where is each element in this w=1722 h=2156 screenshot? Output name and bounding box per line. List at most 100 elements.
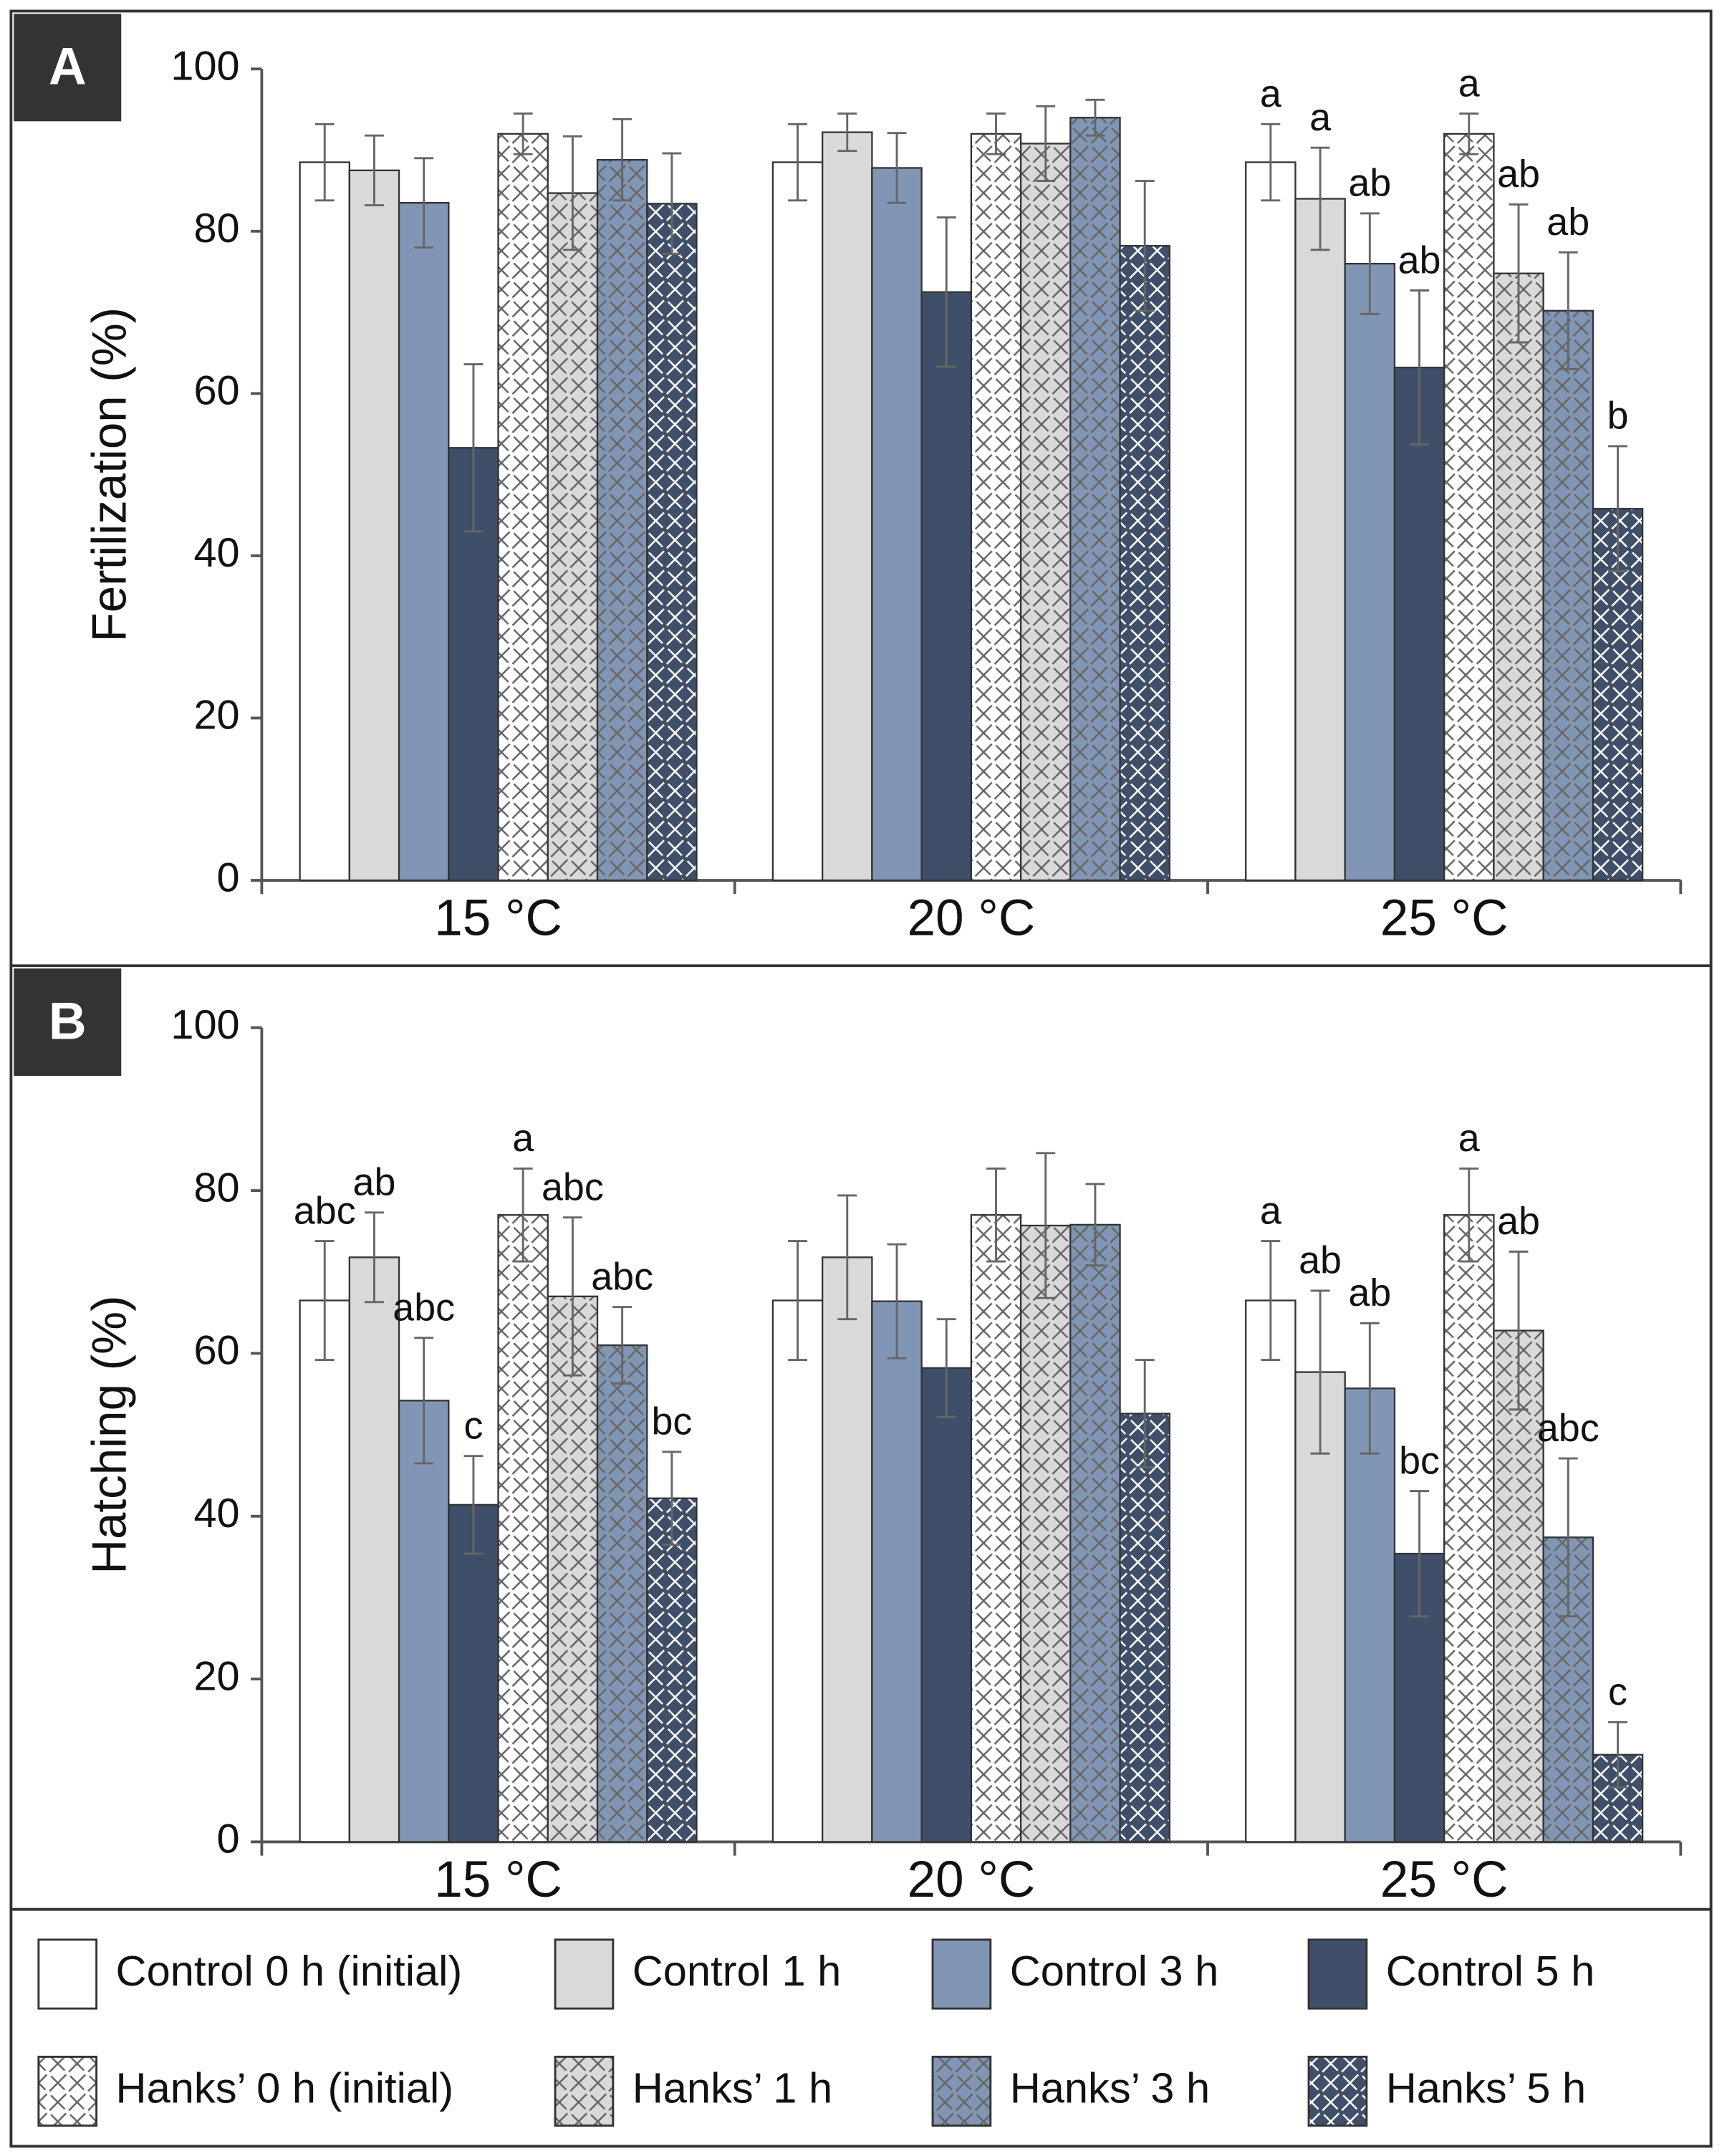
error-bar [1261,1240,1281,1361]
bar [1493,1329,1544,1843]
error-bar [414,157,434,249]
y-tick-label: 60 [193,1328,239,1374]
y-tick-label: 40 [193,530,239,576]
significance-letter: abc [542,1165,604,1208]
bar [1294,198,1346,882]
bar [646,1497,698,1843]
bar [1019,143,1072,882]
bar [1344,262,1396,882]
error-bar [1608,445,1627,572]
legend-label: Control 3 h [1010,1947,1219,1995]
error-bar [612,1306,632,1385]
bar [299,1299,351,1843]
bar [299,161,351,882]
error-bar [1135,1359,1155,1469]
bar [821,1256,873,1843]
x-tick-label: 15 °C [434,1852,562,1908]
y-tick-label: 80 [193,206,239,251]
error-bar [1509,1250,1529,1411]
error-bar [1085,1183,1105,1267]
error-bar [1410,289,1429,446]
error-bar [1135,180,1155,312]
y-tick-label: 0 [217,855,240,900]
bar [1019,1224,1072,1843]
bar [970,1214,1022,1843]
significance-letter: ab [1497,1200,1540,1243]
error-bar [1410,1490,1429,1618]
legend-swatch [1307,1938,1368,2010]
bar [348,169,400,882]
error-bar [887,132,907,204]
legend-swatch [37,1938,98,2010]
bar [497,1214,549,1843]
significance-letter: ab [1398,239,1441,281]
error-bar [1036,105,1056,183]
bar [497,133,549,882]
significance-letter: a [1260,72,1281,115]
bar [1245,161,1297,882]
legend-label: Control 0 h (initial) [116,1947,463,1995]
legend-swatch [37,2055,98,2127]
bar [1119,245,1170,882]
bar [1493,272,1544,882]
error-bar [1310,1289,1330,1455]
y-tick-label: 0 [217,1816,240,1862]
error-bar [1608,1721,1627,1789]
y-tick-label: 20 [193,1653,239,1699]
legend-label: Hanks’ 0 h (initial) [116,2064,454,2112]
error-bar [1509,203,1529,344]
error-bar [513,112,533,155]
bar [1245,1299,1297,1843]
legend-swatch [931,2055,992,2127]
y-tick-label: 40 [193,1491,239,1536]
error-bar [1558,1457,1578,1618]
y-tick-label: 100 [170,43,239,89]
bar [646,203,698,882]
legend-label: Hanks’ 5 h [1386,2064,1586,2112]
significance-letter: bc [651,1400,692,1443]
bar [1443,133,1495,882]
error-bar [936,216,956,368]
significance-letter: b [1607,395,1629,438]
y-tick-label: 100 [170,1002,239,1048]
error-bar [1310,146,1330,251]
legend-swatch [554,1938,615,2010]
y-tick-label: 60 [193,368,239,414]
significance-letter: abc [393,1286,455,1329]
error-bar [1459,1167,1479,1263]
bar [1119,1413,1170,1843]
error-bar [562,1216,582,1377]
error-bar [1360,1322,1380,1455]
bar [920,291,973,882]
significance-letter: ab [353,1161,396,1204]
error-bar [986,112,1006,155]
bar [1443,1214,1495,1843]
error-bar [612,118,632,202]
error-bar [887,1243,907,1359]
panel-badge [14,14,122,122]
significance-letter: abc [1537,1407,1600,1450]
panel-label: B [49,992,87,1050]
bar [1069,117,1121,882]
bar [348,1256,400,1843]
significance-letter: a [1458,1117,1480,1160]
significance-letter: abc [294,1189,356,1232]
y-tick-label: 80 [193,1165,239,1211]
legend-label: Hanks’ 3 h [1010,2064,1210,2112]
error-bar [414,1337,434,1465]
error-bar [463,363,484,533]
bar [821,131,873,882]
bar [596,158,648,882]
panel-badge [14,968,122,1077]
error-bar [1261,122,1281,202]
bar [547,192,599,882]
bar [448,1503,499,1843]
error-bar [936,1318,956,1418]
y-axis-label: Hatching (%) [82,1296,136,1574]
y-axis-label: Fertilization (%) [82,307,136,642]
legend-swatch [554,2055,615,2127]
error-bar [837,1194,857,1321]
significance-letter: a [512,1117,534,1160]
